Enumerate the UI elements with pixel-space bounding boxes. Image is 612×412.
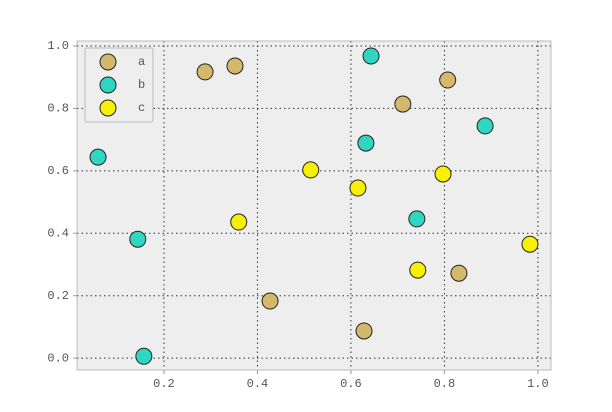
point (196, 63, 214, 81)
x-tick-label: 0.6 (340, 377, 362, 391)
y-tick-label: 0.2 (47, 289, 69, 303)
y-tick-label: 0.8 (47, 102, 69, 116)
x-tick-label: 0.2 (153, 377, 175, 391)
y-tick-label: 0.6 (47, 164, 69, 178)
y-tick-label: 0.4 (47, 226, 69, 240)
grid (77, 41, 551, 370)
point (450, 264, 468, 282)
point (394, 95, 412, 113)
point (434, 165, 452, 183)
point (129, 230, 147, 248)
legend-marker (99, 53, 117, 71)
point (409, 261, 427, 279)
legend: abc (84, 47, 154, 123)
plot-area (77, 41, 551, 370)
point (476, 117, 494, 135)
y-tick-label: 1.0 (47, 39, 69, 53)
point (349, 179, 367, 197)
point (357, 134, 375, 152)
point (230, 213, 248, 231)
point (302, 161, 320, 179)
y-tick-label: 0.0 (47, 351, 69, 365)
point (521, 235, 539, 253)
x-tick-label: 0.8 (434, 377, 456, 391)
point (408, 210, 426, 228)
point (362, 47, 380, 65)
legend-label: a (138, 55, 145, 69)
legend-marker (99, 99, 117, 117)
point (439, 71, 457, 89)
point (135, 347, 153, 365)
point (226, 57, 244, 75)
legend-marker (99, 76, 117, 94)
plot-frame (76, 40, 552, 371)
legend-label: b (138, 78, 145, 92)
points (89, 47, 539, 365)
point (89, 148, 107, 166)
point (261, 292, 279, 310)
legend-label: c (138, 101, 145, 115)
point (355, 322, 373, 340)
x-tick-label: 1.0 (527, 377, 549, 391)
x-tick-label: 0.4 (247, 377, 269, 391)
